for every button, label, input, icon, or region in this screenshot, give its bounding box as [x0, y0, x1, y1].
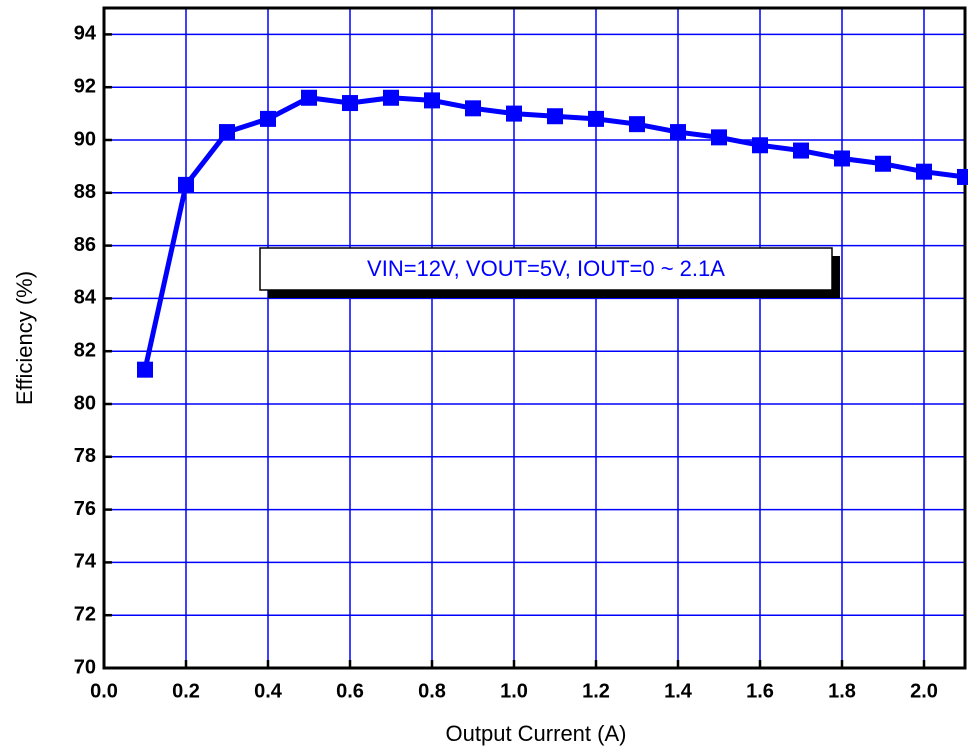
data-point: [424, 92, 440, 109]
data-point: [711, 129, 727, 146]
y-tick-label: 88: [74, 181, 96, 203]
data-point: [834, 150, 850, 167]
y-tick-label: 82: [74, 339, 96, 361]
y-tick-label: 92: [74, 75, 96, 97]
data-point: [465, 100, 481, 117]
y-tick-label: 84: [74, 287, 97, 309]
data-point: [670, 124, 686, 141]
x-tick-label: 0.0: [90, 680, 118, 702]
data-point: [875, 155, 891, 172]
y-tick-label: 90: [74, 128, 96, 150]
y-tick-label: 94: [74, 23, 97, 45]
data-point: [260, 110, 276, 127]
data-point: [383, 89, 399, 106]
y-tick-label: 70: [74, 656, 96, 678]
x-tick-label: 0.6: [336, 680, 364, 702]
data-point: [793, 142, 809, 159]
data-point: [178, 176, 194, 193]
y-tick-label: 72: [74, 603, 96, 625]
annotation: VIN=12V, VOUT=5V, IOUT=0 ~ 2.1A: [367, 256, 725, 281]
y-axis-label: Efficiency (%): [12, 271, 37, 405]
y-tick-label: 74: [74, 551, 97, 573]
data-point: [916, 163, 932, 180]
data-point: [301, 89, 317, 106]
x-tick-label: 0.4: [254, 680, 283, 702]
data-point: [547, 108, 563, 125]
x-tick-label: 1.2: [582, 680, 610, 702]
x-axis-label: Output Current (A): [446, 721, 627, 746]
y-tick-label: 78: [74, 445, 96, 467]
x-tick-label: 1.4: [664, 680, 693, 702]
x-tick-label: 1.8: [828, 680, 856, 702]
plot-frame: [102, 6, 967, 670]
x-tick-label: 0.2: [172, 680, 200, 702]
data-point: [588, 110, 604, 127]
x-tick-label: 1.6: [746, 680, 774, 702]
y-tick-label: 80: [74, 392, 96, 414]
data-point: [752, 137, 768, 154]
x-tick-label: 1.0: [500, 680, 528, 702]
data-point: [219, 124, 235, 141]
data-point: [957, 168, 968, 185]
x-tick-label: 2.0: [910, 680, 938, 702]
data-point: [629, 116, 645, 133]
x-tick-label: 0.8: [418, 680, 446, 702]
annotation-box: [259, 247, 833, 291]
data-point: [137, 361, 153, 378]
y-tick-label: 76: [74, 498, 96, 520]
y-tick-label: 86: [74, 234, 96, 256]
data-point: [506, 105, 522, 122]
data-point: [342, 95, 358, 112]
